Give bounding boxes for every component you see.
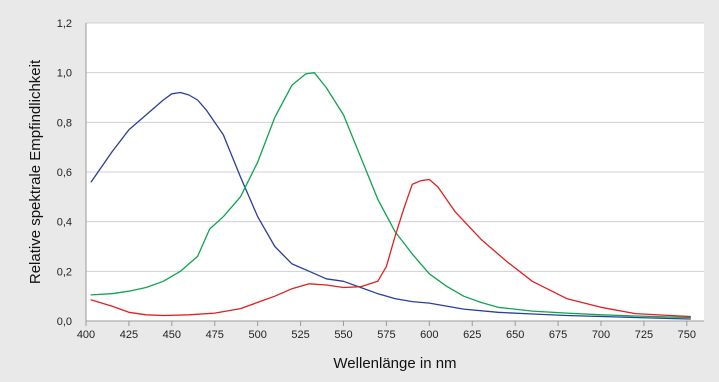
x-tick-label: 550 — [334, 329, 352, 341]
x-tick-label: 750 — [678, 329, 696, 341]
x-tick-label: 600 — [420, 329, 438, 341]
y-tick-label: 1,0 — [57, 68, 72, 80]
x-tick-label: 450 — [163, 329, 181, 341]
x-tick-label: 500 — [248, 329, 266, 341]
x-tick-label: 525 — [291, 329, 309, 341]
series-line-red — [90, 178, 691, 318]
x-tick-label: 575 — [377, 329, 395, 341]
y-tick-label: 0,2 — [57, 266, 72, 278]
y-axis-title: Relative spektrale Empfindlichkeit — [27, 59, 44, 284]
x-tick-label: 725 — [635, 329, 653, 341]
y-tick-label: 1,2 — [57, 18, 72, 30]
x-tick-label: 675 — [549, 329, 567, 341]
x-tick-label: 700 — [592, 329, 610, 341]
y-tick-label: 0,0 — [57, 316, 72, 328]
x-tick-label: 425 — [120, 329, 138, 341]
axes — [85, 23, 704, 326]
y-tick-label: 0,8 — [57, 117, 72, 129]
x-tick-label: 475 — [206, 329, 224, 341]
y-tick-label: 0,4 — [57, 217, 72, 229]
series-lines — [90, 72, 691, 320]
y-tick-label: 0,6 — [57, 167, 72, 179]
series-line-green — [90, 72, 691, 319]
x-tick-label: 625 — [463, 329, 481, 341]
tick-labels: 0,0 0,2 0,4 0,6 0,8 1,0 1,2 400 425 450 475 500 525 5… — [57, 18, 696, 341]
series-line-blue — [90, 91, 691, 320]
x-axis-title: Wellenlänge in nm — [333, 355, 456, 372]
x-tick-label: 400 — [77, 329, 95, 341]
grid-lines — [86, 22, 704, 272]
x-tick-label: 650 — [506, 329, 524, 341]
